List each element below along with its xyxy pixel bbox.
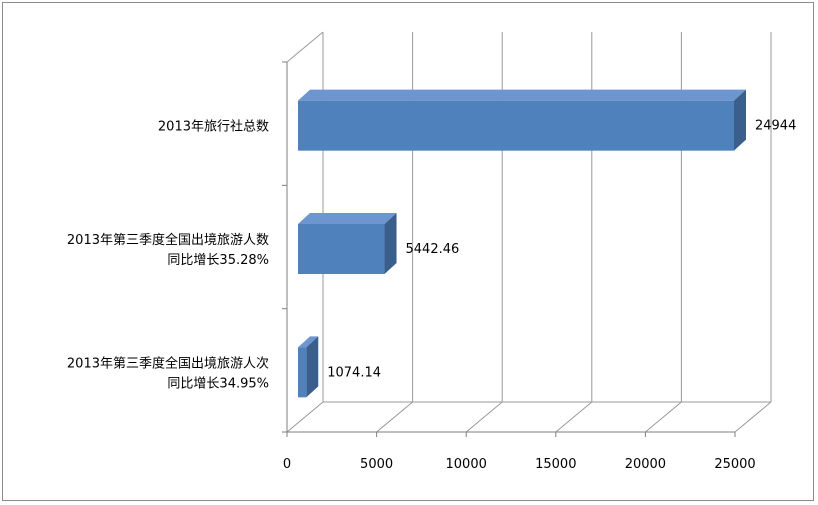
floor-gridline-4 bbox=[645, 401, 682, 433]
floor-gridline-1 bbox=[376, 401, 413, 433]
bar-side-1 bbox=[384, 213, 397, 274]
bar-side-0 bbox=[733, 89, 746, 151]
data-label-0: 24944 bbox=[755, 119, 796, 134]
bar-2 bbox=[298, 347, 307, 398]
floor-gridline-0 bbox=[286, 401, 324, 433]
x-tick-label-3: 15000 bbox=[535, 457, 576, 472]
floor-gridline-2 bbox=[465, 401, 503, 433]
data-label-2: 1074.14 bbox=[327, 365, 381, 380]
bar-top-2 bbox=[298, 336, 319, 348]
data-label-1: 5442.46 bbox=[406, 242, 460, 257]
category-label-2-1: 同比增长34.95% bbox=[167, 376, 269, 391]
bar-top-1 bbox=[298, 213, 397, 224]
category-label-1-1: 同比增长35.28% bbox=[167, 253, 269, 268]
side-wall-top bbox=[286, 31, 324, 63]
bar-0 bbox=[298, 100, 734, 151]
x-tick-label-1: 5000 bbox=[360, 457, 393, 472]
bar-1 bbox=[298, 224, 385, 274]
x-tick-label-2: 10000 bbox=[446, 457, 487, 472]
x-tick-label-4: 20000 bbox=[625, 457, 666, 472]
category-label-1-0: 2013年第三季度全国出境旅游人数 bbox=[67, 232, 269, 248]
floor-gridline-5 bbox=[734, 401, 772, 433]
x-tick-label-5: 25000 bbox=[714, 457, 755, 472]
bar-top-0 bbox=[298, 89, 746, 101]
x-tick-label-0: 0 bbox=[283, 457, 291, 472]
floor-gridline-3 bbox=[555, 401, 593, 433]
category-label-0-0: 2013年旅行社总数 bbox=[158, 119, 269, 135]
bar-side-2 bbox=[306, 336, 319, 398]
category-label-2-0: 2013年第三季度全国出境旅游人次 bbox=[67, 355, 269, 371]
